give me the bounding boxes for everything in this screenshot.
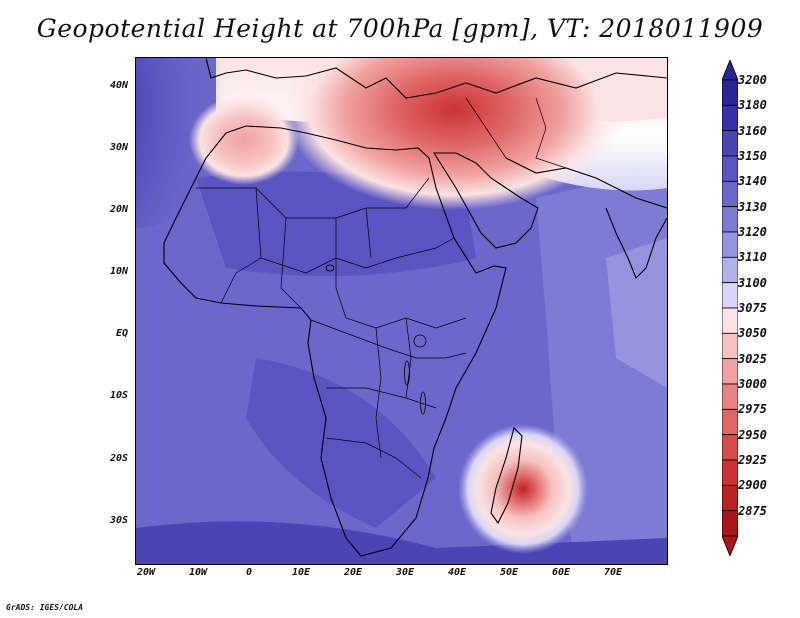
colorbar-swatch-3110 [722,256,738,284]
field-nw-africa-low [189,95,299,185]
border-10 [280,217,302,309]
colorbar-label-3110: 3110 [738,250,767,265]
field-south-edge [136,521,667,564]
lat-tick-40n: 40N [109,80,128,91]
colorbar-label-3075: 3075 [738,301,767,315]
border-5 [326,387,437,409]
lon-tick-10e: 10E [291,567,311,578]
coast-madagascar [490,426,523,525]
colorbar-label-2875: 2875 [738,503,767,518]
border-6 [325,437,422,479]
lon-tick-60e: 60E [551,567,571,578]
lat-tick-eq: EQ [115,328,128,339]
colorbar-label-3000: 3000 [738,377,767,391]
colorbar-swatch-3160 [722,130,738,157]
map-title: Geopotential Height at 700hPa [gpm], VT:… [36,14,764,43]
lon-tick-50e: 50E [499,567,519,578]
lon-tick-0: 0 [245,567,253,578]
border-4 [310,319,467,359]
colorbar-label-3050: 3050 [738,326,767,341]
colorbar-label-3120: 3120 [738,225,767,239]
lakes [325,264,427,415]
colorbar-label-2925: 2925 [738,453,767,467]
colorbar-swatch-3120 [722,231,738,258]
colorbar-label-3025: 3025 [738,351,767,366]
credit-text: GrADS: IGES/COLA [6,603,84,612]
colorbar-label-2975: 2975 [738,402,767,417]
colorbar-swatch-2875 [722,510,738,537]
colorbar-swatch-3180 [722,104,738,132]
colorbar-label-3130: 3130 [738,199,767,214]
map-panel [135,57,668,565]
colorbar-swatch-3000 [722,383,738,410]
colorbar-label-3150: 3150 [738,149,767,163]
colorbar-swatch-3130 [722,206,738,233]
lat-tick-30n: 30N [109,142,128,153]
colorbar-label-3140: 3140 [738,174,767,189]
colorbar-label-2900: 2900 [738,478,767,493]
colorbar-swatch-3200 [722,79,738,106]
lat-tick-20n: 20N [109,204,128,215]
coast-europe [205,58,667,99]
lon-tick-10w: 10W [188,567,208,578]
lon-tick-70e: 70E [603,567,623,578]
border-2 [255,187,455,274]
coast-india [605,207,667,279]
border-11 [365,207,372,259]
map-svg [136,58,667,564]
colorbar-swatch-3050 [722,332,738,360]
lon-tick-20w: 20W [136,567,156,578]
colorbar-swatch-2950 [722,434,738,461]
colorbar-swatch-3150 [722,155,738,182]
colorbar-label-3200: 3200 [738,73,767,87]
lat-tick-30s: 30S [109,515,128,526]
colorbar-bottom-arrow [722,535,738,556]
coastlines [163,58,667,557]
lake-tanganyika [404,360,410,386]
border-12 [535,97,567,169]
colorbar-label-3100: 3100 [738,275,767,290]
lat-tick-10n: 10N [109,266,128,277]
colorbar-label-3180: 3180 [738,98,767,113]
colorbar-swatch-2900 [722,484,738,512]
lat-tick-10s: 10S [109,390,128,401]
field-south-band [246,358,436,528]
coast-africa [163,125,507,557]
lake-malawi [420,391,426,415]
colorbar-swatch-3140 [722,180,738,208]
field-west-high [136,58,226,228]
lake-chad [325,264,335,272]
lon-tick-40e: 40E [447,567,467,578]
coast-iran [505,157,667,209]
colorbar-swatch-2925 [722,459,738,486]
field-mozambique-low [458,424,588,554]
colorbar-swatch-3025 [722,358,738,385]
colorbar-swatch-2975 [722,408,738,436]
lon-tick-20e: 20E [343,567,363,578]
border-9 [220,257,262,304]
colorbar-swatch-3075 [722,307,738,334]
colorbar-top-arrow [722,60,738,81]
field-east-light [606,238,667,388]
lake-victoria [413,334,427,348]
colorbar-label-3160: 3160 [738,123,767,138]
border-13 [465,97,507,159]
colorbar [722,60,738,556]
border-7 [375,327,382,459]
colorbar-label-2950: 2950 [738,427,767,442]
lon-tick-30e: 30E [395,567,415,578]
colorbar-swatch-3100 [722,282,738,309]
coast-arabia [433,152,539,249]
lat-tick-20s: 20S [109,453,128,464]
